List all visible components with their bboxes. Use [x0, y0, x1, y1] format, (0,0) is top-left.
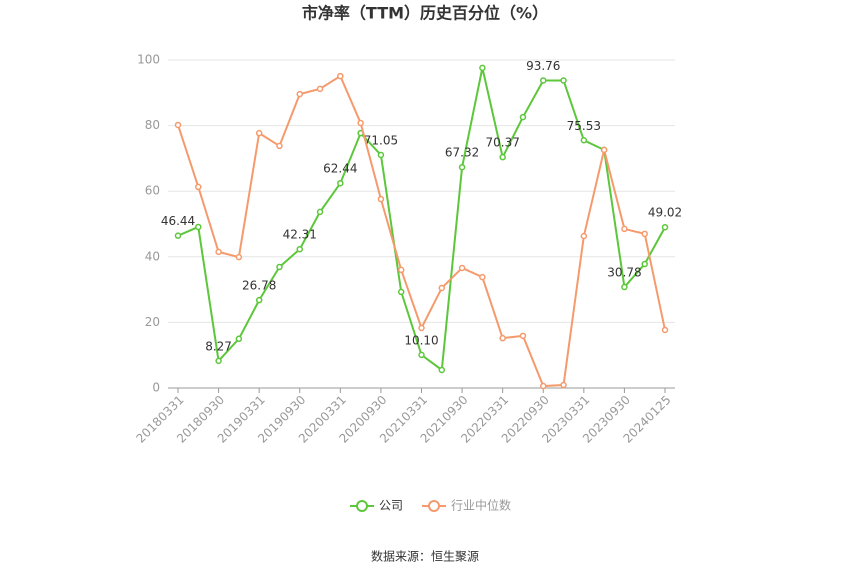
- point: [661, 223, 669, 231]
- point: [316, 85, 324, 93]
- point: [519, 332, 527, 340]
- legend-marker: [356, 500, 368, 512]
- point: [215, 357, 222, 365]
- legend-marker: [428, 500, 440, 512]
- point: [276, 263, 283, 271]
- point: [377, 195, 385, 203]
- point: [580, 137, 588, 144]
- value-label: 8.27: [205, 339, 232, 353]
- point: [458, 264, 466, 272]
- point: [235, 253, 243, 261]
- point: [661, 326, 669, 334]
- y-tick-label: 0: [152, 381, 160, 395]
- point: [540, 77, 547, 84]
- point: [195, 183, 202, 191]
- y-tick-label: 100: [137, 53, 160, 67]
- point: [255, 296, 263, 304]
- point: [195, 223, 202, 231]
- point: [499, 334, 506, 342]
- point: [560, 77, 567, 84]
- point: [479, 273, 486, 281]
- point: [235, 335, 243, 343]
- point: [621, 283, 628, 291]
- source: 数据来源：恒生聚源: [371, 549, 479, 564]
- value-label: 70.37: [485, 136, 519, 150]
- point: [296, 90, 303, 98]
- point: [215, 248, 222, 256]
- point: [560, 381, 567, 389]
- value-label: 46.44: [161, 214, 195, 228]
- value-label: 10.10: [404, 333, 438, 347]
- value-label: 62.44: [323, 162, 357, 176]
- point: [397, 266, 405, 274]
- value-label: 49.02: [648, 206, 682, 220]
- chart-title: 市净率（TTM）历史百分位（%）: [302, 4, 548, 23]
- point: [276, 142, 283, 150]
- point: [540, 382, 547, 390]
- point: [316, 208, 324, 216]
- y-tick-label: 80: [145, 118, 160, 132]
- point: [397, 288, 405, 296]
- point: [621, 225, 628, 233]
- point: [600, 146, 608, 154]
- legend-label: 公司: [379, 499, 403, 513]
- point: [479, 64, 486, 72]
- legend-label: 行业中位数: [451, 498, 511, 513]
- point: [641, 230, 648, 238]
- point: [174, 121, 182, 129]
- value-label: 42.31: [283, 228, 317, 242]
- point: [296, 245, 303, 253]
- point: [418, 324, 425, 332]
- value-label: 71.05: [364, 133, 398, 147]
- y-tick-label: 40: [145, 249, 160, 263]
- value-label: 67.32: [445, 146, 479, 160]
- point: [418, 351, 425, 359]
- point: [255, 129, 263, 137]
- point: [519, 113, 527, 121]
- y-tick-label: 20: [145, 315, 160, 329]
- value-label: 75.53: [567, 119, 601, 133]
- point: [377, 151, 385, 159]
- point: [458, 163, 466, 171]
- point: [174, 232, 182, 239]
- y-tick-label: 60: [145, 184, 160, 198]
- point: [337, 72, 344, 80]
- point: [499, 153, 506, 161]
- value-label: 26.78: [242, 279, 276, 293]
- point: [357, 119, 364, 127]
- point: [641, 260, 648, 268]
- value-label: 93.76: [526, 59, 560, 73]
- series-line: [177, 67, 666, 372]
- point: [580, 232, 588, 240]
- point: [438, 366, 446, 374]
- point: [438, 284, 446, 292]
- point: [337, 179, 344, 187]
- value-label: 30.78: [607, 266, 641, 280]
